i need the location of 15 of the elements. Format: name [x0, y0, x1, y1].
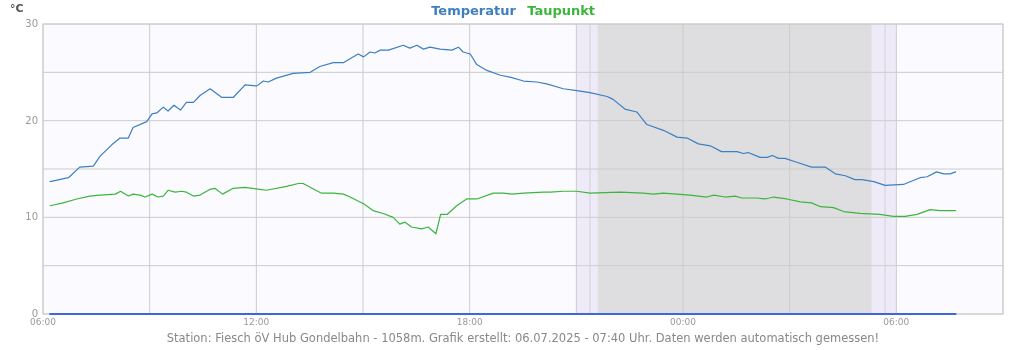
x-tick-label: 18:00 — [456, 317, 483, 327]
y-axis-title: °C — [10, 2, 24, 15]
x-tick-label: 06:00 — [883, 317, 910, 327]
x-tick-label: 06:00 — [30, 317, 57, 327]
x-tick-label: 12:00 — [243, 317, 270, 327]
x-tick-label: 00:00 — [670, 317, 697, 327]
text: Taupunkt — [527, 3, 596, 18]
text: Station: Fiesch öV Hub Gondelbahn - 1058m. Grafik erstellt: 06.07.2025 - 07:40 Uhr. Daten werden automatisch gemessen! — [166, 331, 880, 345]
line-series — [49, 182, 957, 235]
y-tick-label: 30 — [25, 18, 38, 29]
y-tick-label: 10 — [25, 211, 38, 223]
text: Temperatur — [431, 3, 517, 18]
line-series — [49, 44, 957, 187]
y-tick-label: 0 — [31, 308, 38, 319]
y-tick-label: 20 — [25, 114, 38, 126]
